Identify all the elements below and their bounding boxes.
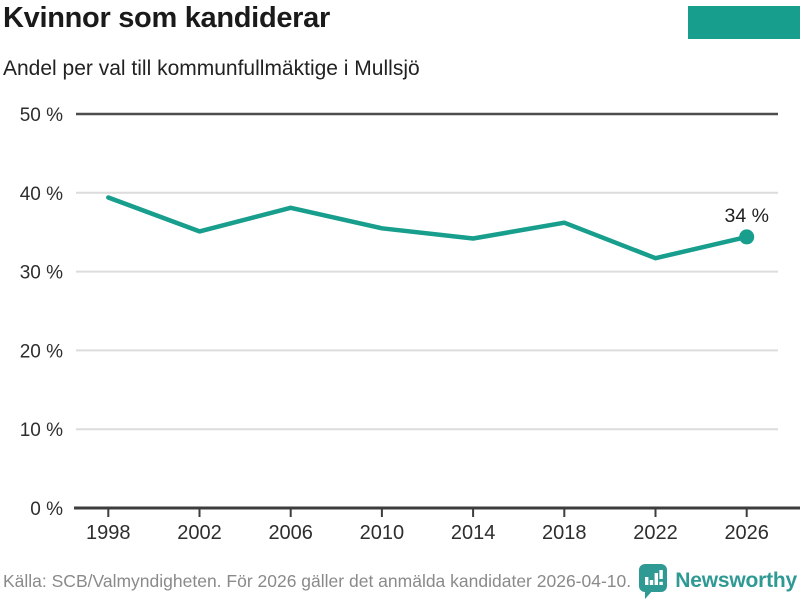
x-axis-label: 2022 (633, 522, 678, 544)
newsworthy-wordmark: Newsworthy (675, 569, 797, 592)
chart-subtitle: Andel per val till kommunfullmäktige i M… (3, 57, 420, 80)
y-axis-label: 0 % (30, 499, 63, 520)
end-point-label: 34 % (724, 205, 768, 227)
line-chart: 0 % 10 % 20 % 30 % 40 % 50 % 1998 2002 2006 2010 2… (20, 105, 800, 544)
y-axis-label: 40 % (20, 184, 63, 205)
chart-footer: Källa: SCB/Valmyndigheten. För 2026 gäll… (0, 562, 800, 600)
source-note: Källa: SCB/Valmyndigheten. För 2026 gäll… (3, 570, 632, 591)
chart-title: Kvinnor som kandiderar (3, 2, 330, 34)
data-line (106, 195, 749, 261)
gridlines (74, 112, 800, 510)
x-axis-label: 2014 (451, 522, 496, 544)
x-axis-label: 1998 (86, 522, 131, 544)
end-point-dot (739, 229, 755, 245)
y-axis-label: 30 % (20, 263, 63, 284)
newsworthy-logo: Newsworthy (638, 563, 797, 599)
x-axis-label: 2026 (724, 522, 769, 544)
brand-block (688, 6, 800, 39)
y-axis-label: 20 % (20, 341, 63, 362)
newsworthy-logo-icon (639, 564, 668, 599)
x-axis-labels: 1998 2002 2006 2010 2014 2018 2022 2026 (86, 508, 769, 544)
x-axis-label: 2006 (268, 522, 313, 544)
y-axis-label: 10 % (20, 420, 63, 441)
y-axis-label: 50 % (20, 105, 63, 126)
x-axis-label: 2002 (177, 522, 222, 544)
x-axis-label: 2010 (360, 522, 405, 544)
x-axis-label: 2018 (542, 522, 587, 544)
y-axis-labels: 0 % 10 % 20 % 30 % 40 % 50 % (20, 105, 63, 520)
